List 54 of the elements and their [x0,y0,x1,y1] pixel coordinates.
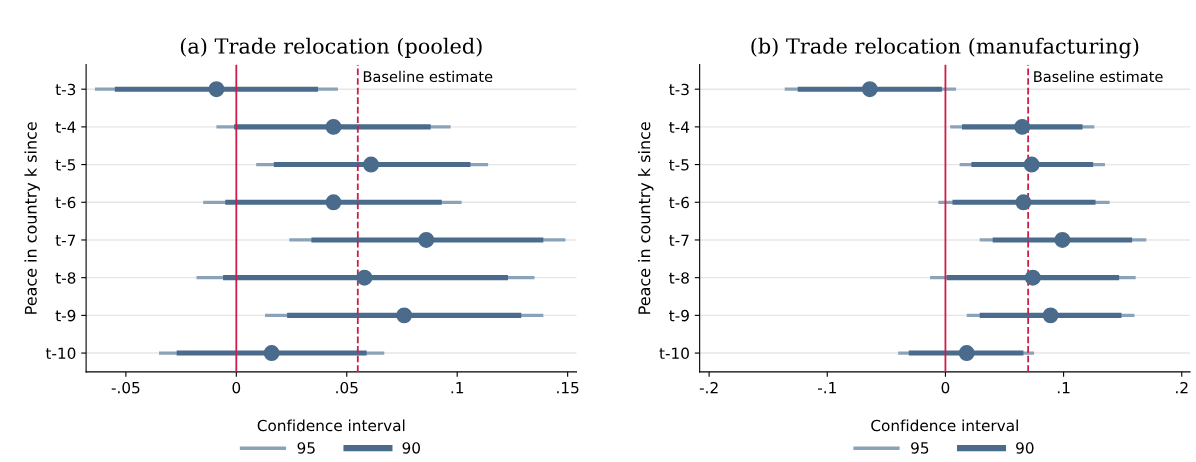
y-tick-label: t-5 [55,159,76,171]
chart-title: (a) Trade relocation (pooled) [180,37,482,58]
x-tick-label: -.1 [817,382,836,394]
legend-label: 95 [911,442,929,454]
y-tick-label: t-4 [55,121,76,133]
point [958,345,975,362]
y-tick-label: t-6 [55,196,76,209]
x-tick-label: .05 [336,381,358,394]
y-tick-label: t-5 [669,159,689,171]
legend-title: Confidence interval [257,419,405,432]
point [418,231,435,248]
y-tick-label: t-8 [55,272,76,284]
y-tick-label: t-9 [55,309,76,322]
y-tick-label: t-3 [55,83,76,96]
y-tick-label: t-7 [669,234,689,246]
y-axis-title: Peace in country k since [24,122,40,314]
x-tick-label: .1 [451,382,464,394]
point [1024,269,1041,286]
legend-title: Confidence interval [871,419,1018,432]
x-tick-label: -.2 [699,381,718,394]
point [1042,307,1059,324]
y-tick-label: t-6 [669,196,689,209]
point [325,118,342,135]
y-tick-label: t-3 [669,83,689,96]
x-tick-label: 0 [941,381,950,394]
point [356,269,373,286]
x-tick-label: .15 [557,382,579,394]
x-tick-label: .1 [1057,382,1070,394]
point [1054,231,1071,248]
ref-line-label: Baseline estimate [363,70,493,83]
y-tick-label: t-7 [55,234,76,246]
point [325,194,342,211]
legend-label: 90 [402,442,420,454]
chart-title: (b) Trade relocation (manufacturing) [751,37,1139,59]
legend-label: 90 [1016,442,1034,454]
point [1023,156,1040,173]
point [861,81,878,98]
y-tick-label: t-10 [659,347,689,360]
point [396,307,413,324]
point [1015,194,1032,211]
legend-label: 95 [297,442,315,454]
ref-line-label: Baseline estimate [1034,70,1163,83]
point [363,156,380,173]
x-tick-label: 0 [232,381,241,394]
point [1014,118,1031,135]
y-tick-label: t-9 [669,309,689,322]
x-tick-label: -.05 [111,381,140,394]
y-axis-title: Peace in country k since [637,122,654,314]
y-tick-label: t-8 [669,272,689,284]
y-tick-label: t-10 [45,347,76,360]
point [208,81,225,98]
point [263,345,280,362]
y-tick-label: t-4 [669,121,690,133]
x-tick-label: .2 [1176,381,1188,394]
